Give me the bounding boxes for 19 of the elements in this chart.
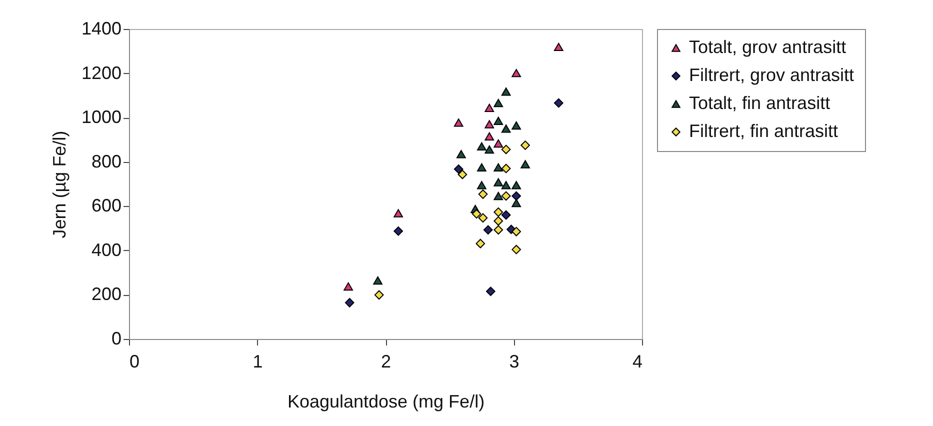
y-tick-label: 1000 xyxy=(81,107,122,128)
y-tick-label: 1400 xyxy=(81,18,122,38)
x-tick-label: 3 xyxy=(509,352,520,372)
y-tick-label: 400 xyxy=(91,240,122,260)
y-tick-label: 0 xyxy=(111,328,122,348)
x-tick-label: 4 xyxy=(632,352,642,372)
y-tick-label: 1200 xyxy=(81,62,122,83)
legend-label: Totalt, grov antrasitt xyxy=(689,37,846,57)
x-axis-title: Koagulantdose (mg Fe/l) xyxy=(287,392,485,412)
y-axis-title: Jern (µg Fe/l) xyxy=(49,130,70,238)
x-tick-label: 1 xyxy=(252,352,263,372)
legend-label: Filtrert, fin antrasitt xyxy=(689,121,838,141)
x-tick-label: 2 xyxy=(380,352,392,372)
legend-label: Totalt, fin antrasitt xyxy=(689,93,830,113)
y-tick-label: 600 xyxy=(91,196,122,216)
x-tick-label: 0 xyxy=(130,352,140,372)
y-tick-label: 800 xyxy=(91,151,122,172)
legend-label: Filtrert, grov antrasitt xyxy=(689,65,854,85)
y-tick-label: 200 xyxy=(91,284,122,304)
